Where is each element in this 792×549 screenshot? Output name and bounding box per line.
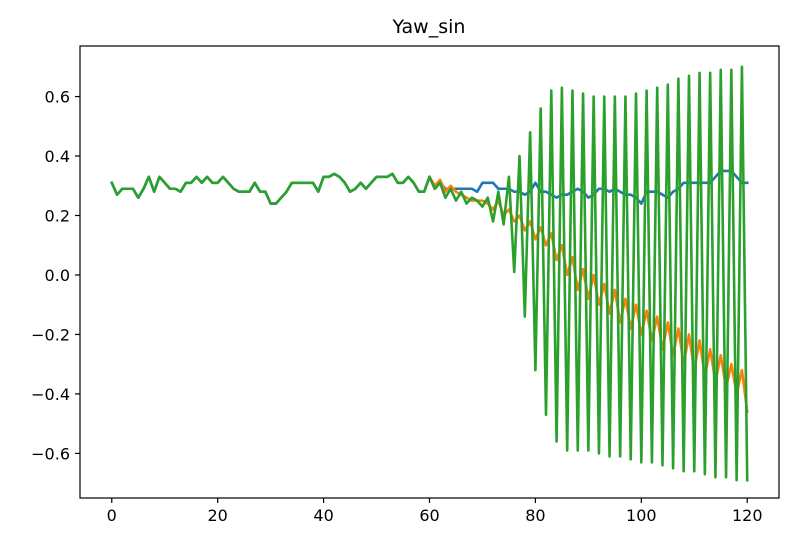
series-layer [110, 65, 749, 482]
x-tick-label: 80 [525, 506, 545, 525]
y-tick-label: 0.4 [45, 147, 70, 166]
x-tick-label: 120 [732, 506, 763, 525]
x-tick-label: 40 [313, 506, 333, 525]
y-tick-label: 0.2 [45, 207, 70, 226]
series-line-2 [427, 175, 749, 414]
chart-title: Yaw_sin [392, 16, 466, 38]
y-axis: −0.6 −0.4 −0.2 0.0 0.2 0.4 0.6 [31, 88, 80, 463]
series-line-3 [110, 65, 749, 482]
y-tick-label: 0.0 [45, 266, 70, 285]
plot-area [79, 45, 780, 499]
y-tick-label: −0.2 [31, 325, 70, 344]
x-tick-label: 0 [107, 506, 117, 525]
x-tick-label: 100 [626, 506, 657, 525]
y-tick-label: −0.4 [31, 385, 70, 404]
x-axis: 0 20 40 60 80 100 120 [107, 498, 763, 525]
x-tick-label: 60 [419, 506, 439, 525]
y-tick-label: 0.6 [45, 88, 70, 107]
x-tick-label: 20 [208, 506, 228, 525]
y-tick-label: −0.6 [31, 444, 70, 463]
